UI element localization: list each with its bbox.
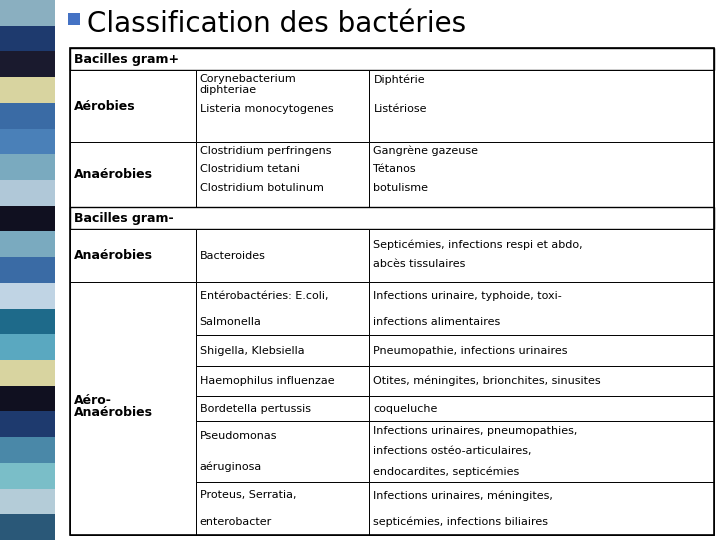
Bar: [70, 48, 714, 70]
Bar: [369, 141, 714, 207]
Bar: [369, 335, 714, 366]
Bar: [0, 437, 55, 463]
Bar: [196, 396, 369, 421]
Text: Gangrène gazeuse: Gangrène gazeuse: [374, 146, 479, 156]
Bar: [70, 282, 196, 535]
Bar: [369, 482, 714, 535]
Bar: [369, 421, 714, 482]
Text: Otites, méningites, brionchites, sinusites: Otites, méningites, brionchites, sinusit…: [374, 376, 601, 387]
Text: Tétanos: Tétanos: [374, 164, 416, 174]
Text: Anaérobies: Anaérobies: [74, 406, 153, 419]
Text: Pseudomonas: Pseudomonas: [199, 431, 277, 441]
Text: abcès tissulaires: abcès tissulaires: [374, 259, 466, 269]
Bar: [196, 366, 369, 396]
Text: Aéro-: Aéro-: [74, 394, 112, 407]
Bar: [0, 257, 55, 283]
Bar: [0, 51, 55, 77]
Bar: [196, 230, 369, 282]
Bar: [0, 77, 55, 103]
Bar: [196, 70, 369, 141]
Bar: [0, 26, 55, 51]
Text: enterobacter: enterobacter: [199, 517, 272, 526]
Text: endocardites, septicémies: endocardites, septicémies: [374, 467, 520, 477]
Bar: [369, 70, 714, 141]
Text: Entérobactéries: E.coli,: Entérobactéries: E.coli,: [199, 291, 328, 301]
Bar: [369, 230, 714, 282]
Text: Septicémies, infections respi et abdo,: Septicémies, infections respi et abdo,: [374, 240, 583, 251]
Text: Bacilles gram-: Bacilles gram-: [74, 212, 174, 225]
Text: infections alimentaires: infections alimentaires: [374, 317, 500, 327]
Text: Bordetella pertussis: Bordetella pertussis: [199, 404, 310, 414]
Text: Bacilles gram+: Bacilles gram+: [74, 53, 179, 66]
Bar: [0, 386, 55, 411]
Bar: [0, 514, 55, 540]
Text: septicémies, infections biliaires: septicémies, infections biliaires: [374, 516, 549, 527]
Bar: [0, 154, 55, 180]
Bar: [0, 206, 55, 232]
Text: Listeria monocytogenes: Listeria monocytogenes: [199, 104, 333, 114]
Text: Listériose: Listériose: [374, 104, 427, 114]
Bar: [0, 463, 55, 489]
Text: infections ostéo-articulaires,: infections ostéo-articulaires,: [374, 447, 532, 456]
Text: Infections urinaires, méningites,: Infections urinaires, méningites,: [374, 490, 554, 501]
Text: Clostridium perfringens: Clostridium perfringens: [199, 146, 331, 156]
Text: Shigella, Klebsiella: Shigella, Klebsiella: [199, 346, 305, 356]
Bar: [196, 282, 369, 335]
Text: Aérobies: Aérobies: [74, 99, 135, 112]
Bar: [68, 13, 80, 25]
Text: Proteus, Serratia,: Proteus, Serratia,: [199, 490, 296, 500]
Bar: [0, 308, 55, 334]
Text: Classification des bactéries: Classification des bactéries: [87, 10, 466, 38]
Bar: [196, 335, 369, 366]
Text: Haemophilus influenzae: Haemophilus influenzae: [199, 376, 334, 386]
Text: diphteriae: diphteriae: [199, 85, 257, 96]
Text: Corynebacterium: Corynebacterium: [199, 75, 297, 84]
Bar: [196, 482, 369, 535]
Bar: [70, 70, 196, 141]
Bar: [196, 421, 369, 482]
Text: Infections urinaire, typhoide, toxi-: Infections urinaire, typhoide, toxi-: [374, 291, 562, 301]
Bar: [369, 396, 714, 421]
Bar: [0, 180, 55, 206]
Bar: [70, 48, 714, 535]
Text: Anaérobies: Anaérobies: [74, 168, 153, 181]
Bar: [0, 489, 55, 514]
Bar: [0, 334, 55, 360]
Text: coqueluche: coqueluche: [374, 404, 438, 414]
Text: Diphtérie: Diphtérie: [374, 75, 425, 85]
Bar: [0, 0, 55, 26]
Bar: [196, 141, 369, 207]
Bar: [369, 282, 714, 335]
Bar: [0, 283, 55, 308]
Bar: [0, 103, 55, 129]
Bar: [0, 232, 55, 257]
Bar: [369, 366, 714, 396]
Text: Salmonella: Salmonella: [199, 317, 261, 327]
Text: aéruginosa: aéruginosa: [199, 462, 262, 472]
Text: Infections urinaires, pneumopathies,: Infections urinaires, pneumopathies,: [374, 426, 578, 436]
Text: Anaérobies: Anaérobies: [74, 249, 153, 262]
Text: Bacteroides: Bacteroides: [199, 251, 266, 261]
Bar: [70, 230, 196, 282]
Bar: [0, 129, 55, 154]
Text: Clostridium botulinum: Clostridium botulinum: [199, 183, 323, 193]
Text: Clostridium tetani: Clostridium tetani: [199, 164, 300, 174]
Bar: [70, 207, 714, 229]
Bar: [70, 141, 196, 207]
Text: Pneumopathie, infections urinaires: Pneumopathie, infections urinaires: [374, 346, 568, 356]
Bar: [0, 411, 55, 437]
Text: botulisme: botulisme: [374, 183, 428, 193]
Bar: [0, 360, 55, 386]
